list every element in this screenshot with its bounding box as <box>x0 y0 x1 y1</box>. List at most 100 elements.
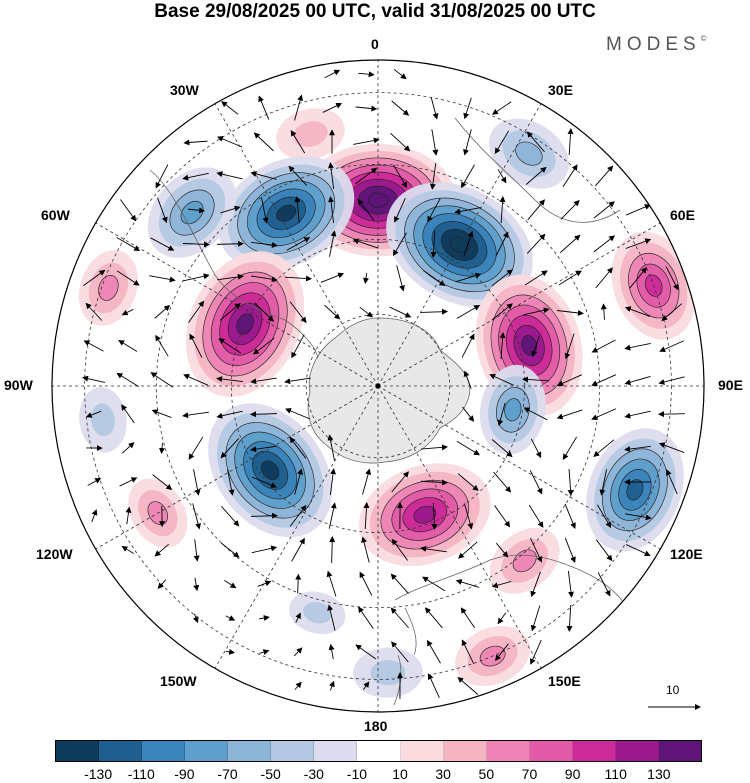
wind-vector <box>216 410 243 419</box>
wind-vector <box>150 372 174 388</box>
wind-vector <box>463 503 474 530</box>
wind-vector <box>593 201 615 219</box>
africa-coast <box>454 117 621 223</box>
wind-vector <box>322 103 343 113</box>
wind-vector <box>355 167 378 185</box>
wind-vector <box>125 506 132 525</box>
colorbar-segment <box>615 741 659 761</box>
wind-vector <box>491 439 513 458</box>
latitude-circle <box>305 313 451 459</box>
colorbar-tick-label: 110 <box>604 766 627 782</box>
wind-vector <box>328 196 335 223</box>
colorbar-tick-label: 90 <box>564 766 581 782</box>
meridian-line <box>377 385 661 550</box>
wind-vector <box>352 238 379 249</box>
wind-vector <box>426 639 441 664</box>
meridian-line <box>377 222 661 387</box>
wind-vector <box>497 169 507 184</box>
anomaly-center <box>479 364 546 455</box>
wind-vector <box>121 546 134 554</box>
wind-vector <box>251 275 278 283</box>
colorbar-segment <box>56 741 100 761</box>
wind-vector <box>187 207 206 214</box>
wind-vector <box>154 543 170 557</box>
wind-vector <box>390 573 409 595</box>
copyright-mark: © <box>700 34 707 43</box>
wind-vector <box>494 643 509 661</box>
wind-vector <box>254 302 275 322</box>
colorbar-tick-label: 10 <box>392 766 408 782</box>
anomaly-center <box>276 108 345 160</box>
wind-vector <box>391 641 409 663</box>
wind-vector <box>431 502 438 530</box>
wind-vector <box>427 198 441 223</box>
wind-vector <box>217 273 244 281</box>
wind-vector <box>295 573 302 594</box>
wind-vector <box>150 237 175 251</box>
wind-vector <box>525 166 547 185</box>
wind-vector <box>116 237 141 251</box>
wind-vector <box>328 502 337 529</box>
lon-label-180: 180 <box>364 718 388 734</box>
wind-vector <box>361 536 370 563</box>
wind-vector <box>567 571 574 598</box>
wind-vector <box>250 411 278 418</box>
wind-vector <box>567 128 574 156</box>
wind-vector <box>658 442 685 453</box>
wind-vector <box>430 230 437 258</box>
wind-vector <box>564 537 576 564</box>
wind-vector <box>429 163 437 190</box>
anomaly-center <box>586 428 684 552</box>
wind-vector <box>659 340 685 352</box>
wind-vector <box>116 270 140 286</box>
wind-vector <box>85 302 103 321</box>
anomaly-contour <box>370 660 406 686</box>
wind-vector <box>289 301 307 324</box>
wind-vector <box>83 269 106 286</box>
wind-vector <box>294 196 301 223</box>
wind-vector <box>327 604 336 631</box>
wind-vector <box>629 267 647 289</box>
wind-vector <box>393 164 408 189</box>
wind-vector <box>658 411 686 418</box>
wind-vector <box>624 375 651 386</box>
wind-vector <box>591 339 616 353</box>
wind-vector <box>284 275 312 282</box>
wind-vector <box>455 579 480 588</box>
wind-vector <box>562 164 578 188</box>
wind-vector <box>463 97 472 120</box>
wind-vector <box>492 101 512 115</box>
wind-vector <box>566 604 573 632</box>
wind-vector <box>294 94 304 121</box>
wind-vector <box>457 676 479 695</box>
wind-vector <box>250 512 278 519</box>
wind-vector <box>494 505 511 528</box>
anomaly-contour <box>260 460 280 481</box>
anomaly-contour <box>276 204 297 222</box>
wind-vector <box>455 272 482 283</box>
wind-vector <box>363 502 370 530</box>
wind-vector <box>463 230 474 257</box>
wind-vector <box>252 337 275 355</box>
wind-vector <box>496 542 509 558</box>
wind-vector <box>557 309 584 316</box>
wind-vector <box>192 503 201 530</box>
south-pole-marker <box>375 383 381 389</box>
meridian-line <box>95 385 379 550</box>
wind-vector <box>358 606 374 629</box>
colorbar-tick-label: -130 <box>84 766 113 782</box>
wind-vector <box>431 129 439 156</box>
anomaly-center <box>289 591 346 635</box>
wind-vector <box>493 471 512 493</box>
wind-vector <box>593 439 615 457</box>
wind-vector <box>193 577 200 592</box>
wind-vector <box>461 164 475 189</box>
meridian-line <box>377 103 542 387</box>
lon-label-30w: 30W <box>170 82 199 98</box>
wind-vector <box>91 509 98 523</box>
wind-vector <box>458 541 478 559</box>
wind-vector <box>527 199 545 221</box>
lon-label-0: 0 <box>371 36 379 52</box>
lon-label-30e: 30E <box>548 82 573 98</box>
colorbar-segment <box>572 741 616 761</box>
